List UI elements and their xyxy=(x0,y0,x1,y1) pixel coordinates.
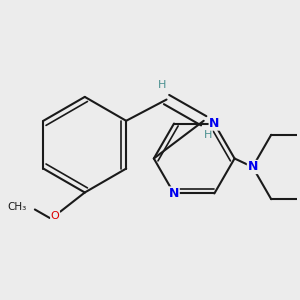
Text: CH₃: CH₃ xyxy=(7,202,26,212)
Text: N: N xyxy=(169,187,179,200)
Text: O: O xyxy=(51,211,59,221)
Text: H: H xyxy=(204,130,212,140)
Text: N: N xyxy=(248,160,258,173)
Text: N: N xyxy=(209,117,220,130)
Text: H: H xyxy=(158,80,166,90)
